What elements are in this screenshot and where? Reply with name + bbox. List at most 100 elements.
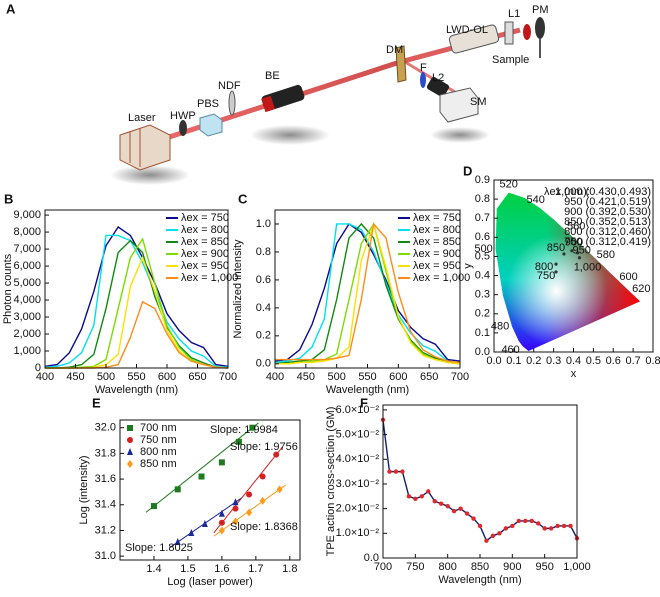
legend-label: λex = 800 xyxy=(181,224,229,236)
y-axis-title: y xyxy=(462,263,474,269)
y-axis-title: Log (intensity) xyxy=(78,455,90,524)
point xyxy=(497,531,502,536)
y-tick-label: 0.1 xyxy=(475,327,490,339)
schematic: A xyxy=(6,1,545,185)
label: L2 xyxy=(432,72,444,84)
panel: D 0.0 0.1 0.2 0.3 0.4 0.5 0.6 0.7 0.8 0.0 0.1 0.2 0.3… xyxy=(462,163,660,379)
panel-label: A xyxy=(6,1,16,16)
plot-area xyxy=(145,422,286,548)
x-tick-label: 850 xyxy=(471,561,489,573)
axes-frame xyxy=(382,404,578,559)
panel-label: F xyxy=(360,395,368,410)
locus-label: 600 xyxy=(619,271,637,283)
point xyxy=(413,496,418,501)
y-tick-label: 0.2 xyxy=(475,308,490,320)
x-tick-label: 750 xyxy=(406,561,424,573)
point xyxy=(439,501,444,506)
slope-label: Slope: 1.8025 xyxy=(125,542,193,554)
locus-label: 480 xyxy=(491,320,509,332)
legend-marker xyxy=(127,448,133,455)
x-axis-title: Log (laser power) xyxy=(167,576,253,588)
point xyxy=(577,256,582,260)
point xyxy=(445,503,450,509)
point xyxy=(218,509,225,517)
y-tick-label: 9,000 xyxy=(13,209,41,221)
point xyxy=(490,533,496,538)
point-label: 850 xyxy=(547,242,565,254)
x-tick-label: 550 xyxy=(127,371,145,383)
panel-label: E xyxy=(92,395,101,410)
x-tick-label: 500 xyxy=(97,371,115,383)
y-axis-title: TPE action cross-section (GM) xyxy=(325,407,337,557)
label: DM xyxy=(386,44,403,56)
point-label: 900 xyxy=(565,237,583,249)
x-tick-label: 800 xyxy=(438,561,456,573)
panel: C 400 450 500 550 600 650 700 0.0 0.2 0.4 0.6 0.8 1.0… xyxy=(232,191,470,395)
point xyxy=(570,249,574,253)
y-tick-label: 7,000 xyxy=(13,243,41,255)
point xyxy=(218,519,225,526)
point xyxy=(542,526,547,531)
series-line xyxy=(382,419,578,542)
x-tick-label: 1,000 xyxy=(563,561,591,573)
point xyxy=(516,518,521,524)
legend-label: 800 nm xyxy=(140,446,177,458)
legend-marker xyxy=(127,425,133,431)
x-tick-label: 500 xyxy=(327,371,345,383)
legend-entry: 950 (0.421,0.519) xyxy=(564,196,651,208)
legend-label: λex = 1,000 xyxy=(413,272,470,284)
legend-label: λex = 850 xyxy=(181,236,229,248)
x-tick-label: 650 xyxy=(188,371,206,383)
y-tick-label: 8,000 xyxy=(13,226,41,238)
point xyxy=(477,523,483,529)
x-tick-label: 0.2 xyxy=(526,355,541,367)
y-tick-label: 4.0×10⁻² xyxy=(336,453,380,465)
point xyxy=(529,518,534,524)
x-tick-label: 0.0 xyxy=(486,355,501,367)
point xyxy=(393,469,399,474)
x-axis-title: Wavelength (nm) xyxy=(95,384,178,396)
point xyxy=(246,508,253,517)
point xyxy=(562,252,566,256)
legend-title: λex (nm): xyxy=(544,186,590,198)
x-tick-label: 1.8 xyxy=(282,563,297,575)
point-label: 950 xyxy=(572,245,590,257)
y-axis-title: Photon counts xyxy=(2,253,14,324)
panel-label: C xyxy=(238,191,248,206)
legend-label: λex = 750 xyxy=(181,212,229,224)
point xyxy=(232,505,239,512)
x-tick-label: 650 xyxy=(420,371,438,383)
panel-label: B xyxy=(4,191,13,206)
y-tick-label: 6,000 xyxy=(13,260,41,272)
x-axis-title: x xyxy=(571,368,577,380)
y-axis-title: Normalized intensity xyxy=(232,239,244,339)
x-tick-label: 600 xyxy=(389,371,407,383)
point xyxy=(259,473,266,480)
y-tick-label: 0.2 xyxy=(256,330,271,342)
y-tick-label: 0.6 xyxy=(256,274,271,286)
y-tick-label: 0.8 xyxy=(475,193,490,205)
y-tick-label: 31.4 xyxy=(95,499,116,511)
point xyxy=(218,459,225,466)
point xyxy=(568,523,573,529)
point xyxy=(548,526,554,531)
y-tick-label: 5.0×10⁻² xyxy=(336,429,380,441)
y-tick-label: 0.9 xyxy=(475,174,490,186)
label: BE xyxy=(265,70,280,82)
point xyxy=(523,518,528,524)
axes-frame xyxy=(493,179,654,353)
series-line xyxy=(275,222,461,364)
y-tick-label: 31.2 xyxy=(95,524,116,536)
y-tick-label: 0.3 xyxy=(475,289,490,301)
legend-label: λex = 950 xyxy=(413,260,461,272)
x-tick-label: 0.3 xyxy=(546,355,561,367)
label: SM xyxy=(470,96,487,108)
label: NDF xyxy=(218,80,241,92)
point xyxy=(259,496,266,505)
x-tick-label: 950 xyxy=(535,561,553,573)
point xyxy=(232,517,239,526)
locus-label: 620 xyxy=(632,283,650,295)
y-tick-label: 31.0 xyxy=(95,550,116,562)
label: PM xyxy=(532,4,549,16)
locus-label: 540 xyxy=(527,194,545,206)
